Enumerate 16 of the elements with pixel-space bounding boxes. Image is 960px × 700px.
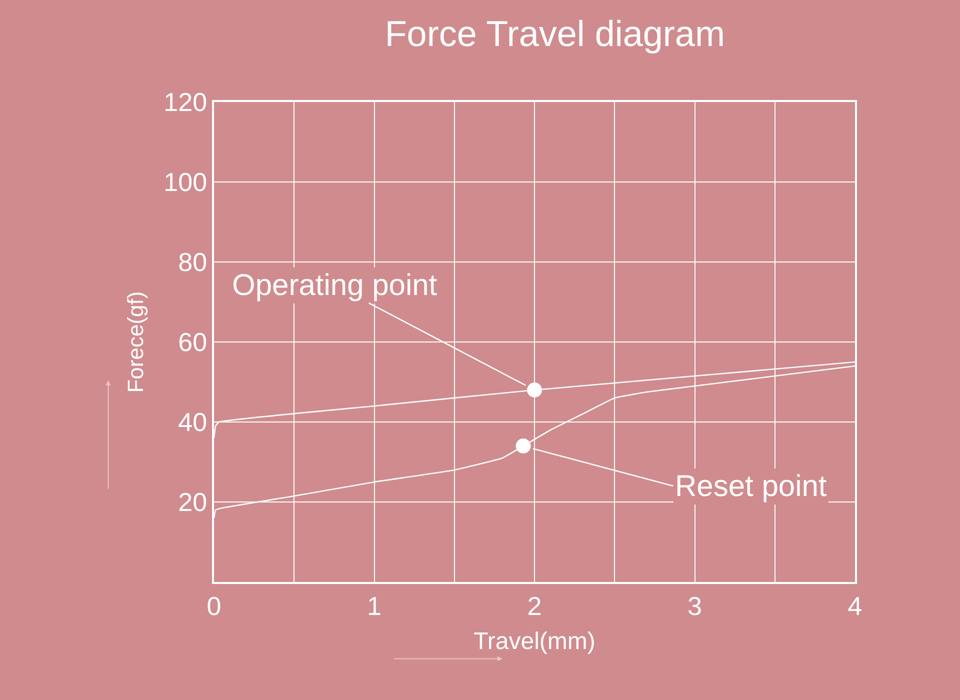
y-tick-label: 120 bbox=[164, 87, 208, 118]
x-tick-label: 3 bbox=[688, 590, 702, 621]
x-tick-label: 1 bbox=[367, 590, 382, 621]
x-tick-label: 2 bbox=[527, 590, 542, 621]
y-tick-label: 60 bbox=[178, 327, 208, 358]
annotation: Reset point bbox=[675, 470, 828, 503]
x-tick-label: 4 bbox=[848, 590, 862, 621]
y-tick-label: 100 bbox=[164, 167, 208, 198]
annotation: Operating point bbox=[232, 269, 438, 302]
y-tick-label: 40 bbox=[178, 407, 208, 438]
y-axis-title: Forece(gf) bbox=[122, 291, 148, 393]
chart-title: Force Travel diagram bbox=[384, 13, 725, 54]
x-tick-label: 0 bbox=[206, 590, 222, 621]
y-tick-label: 80 bbox=[178, 247, 208, 278]
x-axis-title: Travel(mm) bbox=[474, 628, 596, 655]
y-tick-label: 20 bbox=[178, 487, 208, 518]
